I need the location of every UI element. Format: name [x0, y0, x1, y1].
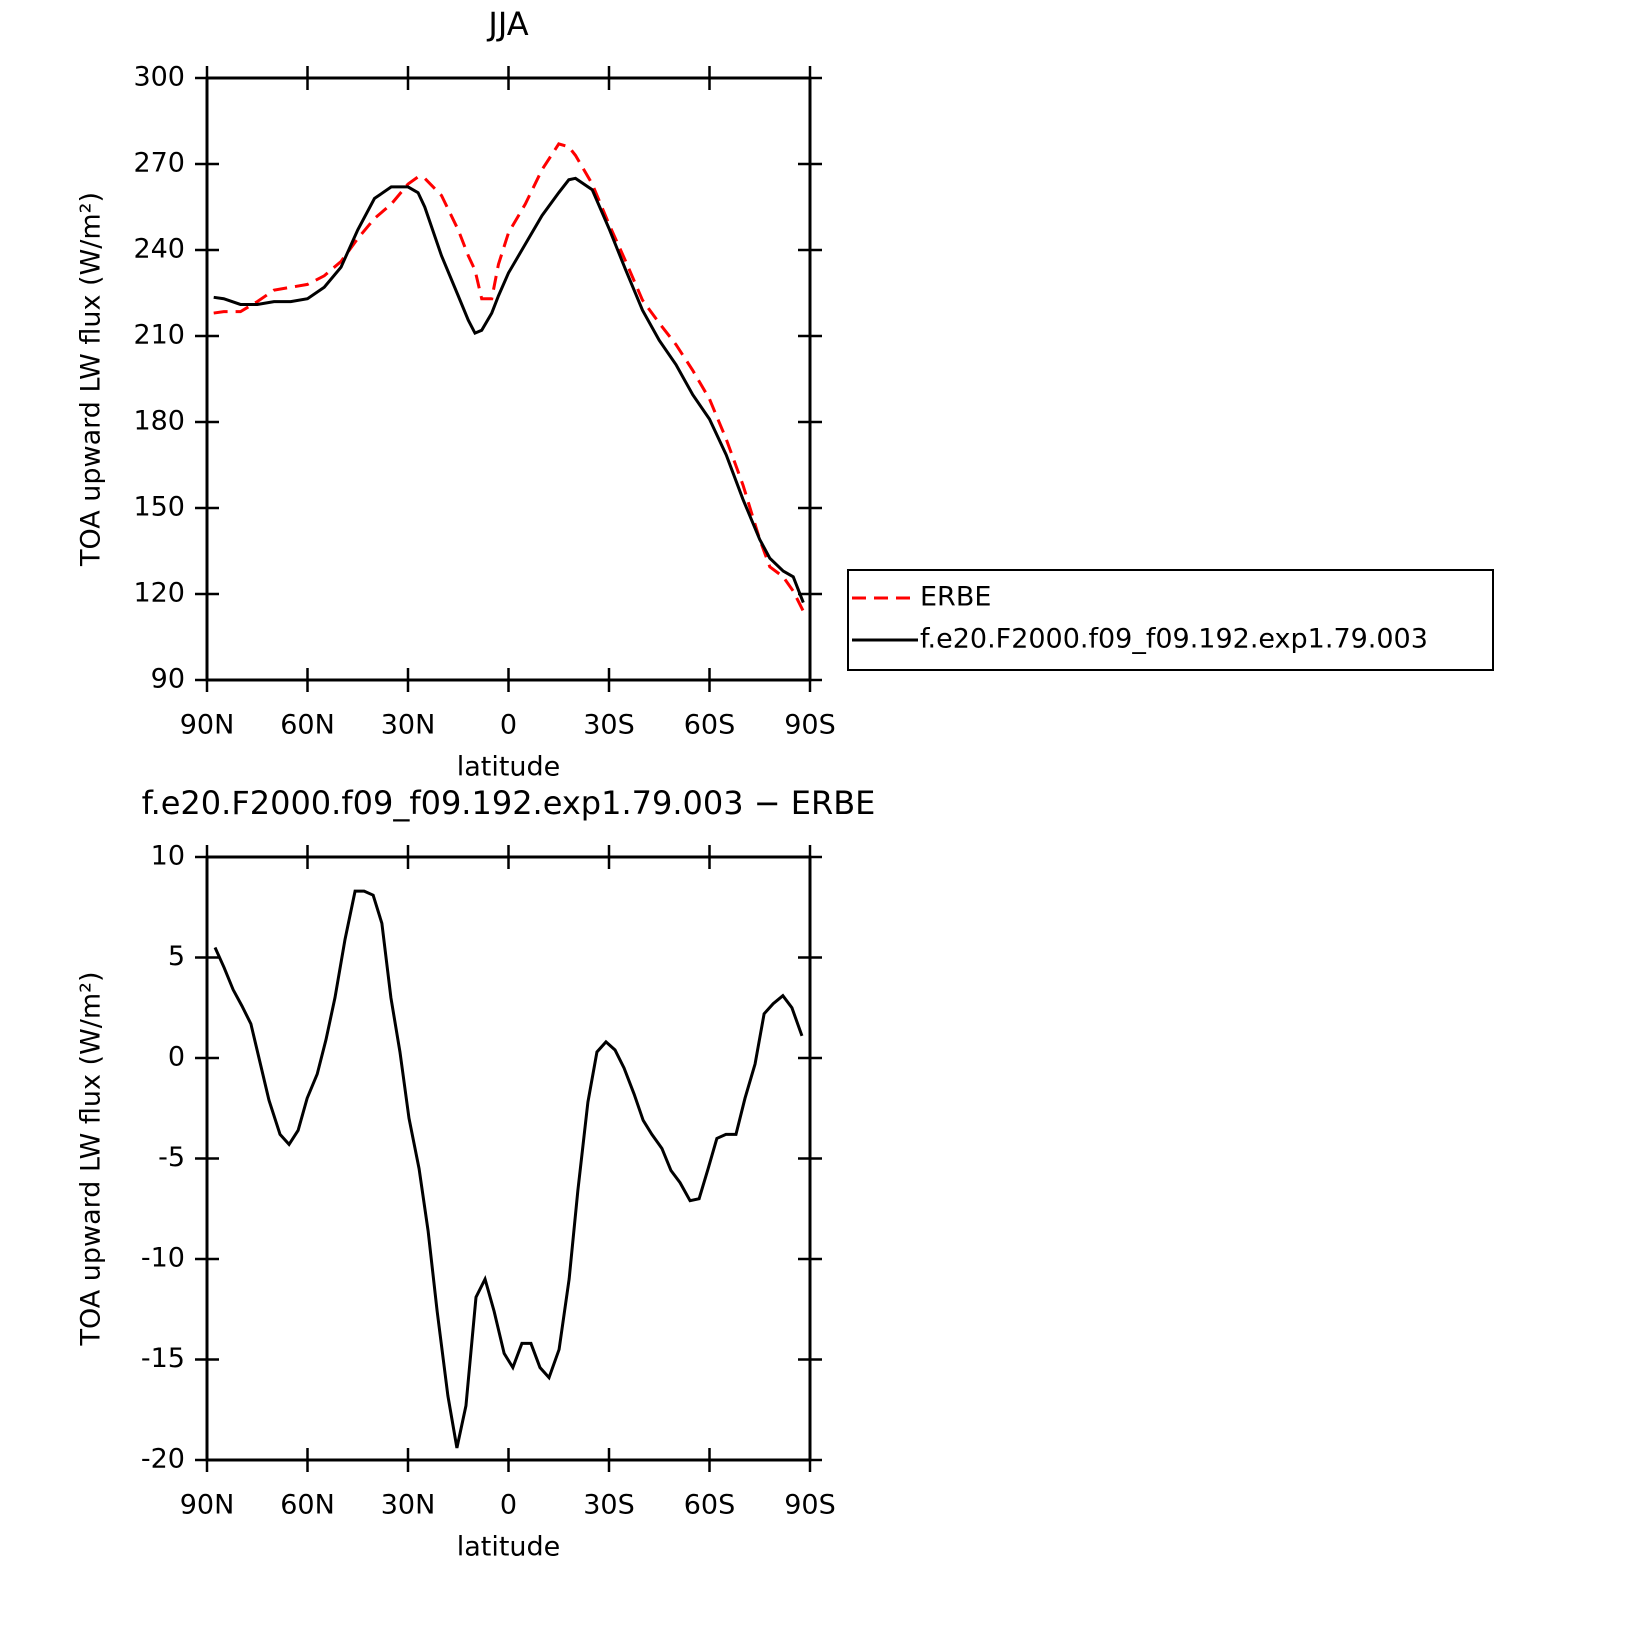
- x-tick-label: 60N: [280, 710, 335, 741]
- y-tick-label: 300: [133, 62, 185, 93]
- legend-label: f.e20.F2000.f09_f09.192.exp1.79.003: [920, 624, 1428, 655]
- x-tick-label: 60S: [684, 710, 736, 741]
- x-tick-label: 30N: [381, 1490, 436, 1521]
- y-tick-label: 120: [133, 578, 185, 609]
- plot-frame: [205, 76, 812, 682]
- plot-frame: [205, 855, 812, 1462]
- y-tick-label: 90: [151, 664, 185, 695]
- x-axis-label: latitude: [457, 752, 561, 783]
- x-tick-label: 30N: [381, 710, 436, 741]
- y-tick-label: 180: [133, 406, 185, 437]
- x-tick-label: 60S: [684, 1490, 736, 1521]
- x-tick-label: 30S: [583, 710, 635, 741]
- y-tick-label: 270: [133, 148, 185, 179]
- chart-title: f.e20.F2000.f09_f09.192.exp1.79.003 − ER…: [142, 784, 876, 822]
- y-tick-label: -5: [158, 1142, 185, 1173]
- x-tick-label: 0: [500, 1490, 517, 1521]
- y-tick-label: 210: [133, 320, 185, 351]
- data-line: [213, 889, 804, 1449]
- data-line: [213, 176, 805, 604]
- x-tick-label: 90N: [180, 1490, 235, 1521]
- y-tick-label: -20: [141, 1444, 185, 1475]
- y-tick-label: 0: [168, 1042, 185, 1073]
- y-tick-label: -10: [141, 1243, 185, 1274]
- y-axis-label: TOA upward LW flux (W/m²): [76, 192, 107, 567]
- y-tick-label: 10: [151, 841, 185, 872]
- y-axis-label: TOA upward LW flux (W/m²): [76, 971, 107, 1346]
- data-line: [213, 142, 805, 612]
- chart-title: JJA: [486, 5, 528, 43]
- x-tick-label: 90N: [180, 710, 235, 741]
- x-tick-label: 90S: [784, 710, 836, 741]
- legend-label: ERBE: [920, 582, 991, 613]
- x-tick-label: 60N: [280, 1490, 335, 1521]
- y-tick-label: 5: [168, 941, 185, 972]
- x-tick-label: 0: [500, 710, 517, 741]
- y-tick-label: 240: [133, 234, 185, 265]
- x-tick-label: 90S: [784, 1490, 836, 1521]
- x-axis-label: latitude: [457, 1532, 561, 1563]
- legend-box: [847, 569, 1494, 671]
- y-tick-label: -15: [141, 1343, 185, 1374]
- y-tick-label: 150: [133, 492, 185, 523]
- x-tick-label: 30S: [583, 1490, 635, 1521]
